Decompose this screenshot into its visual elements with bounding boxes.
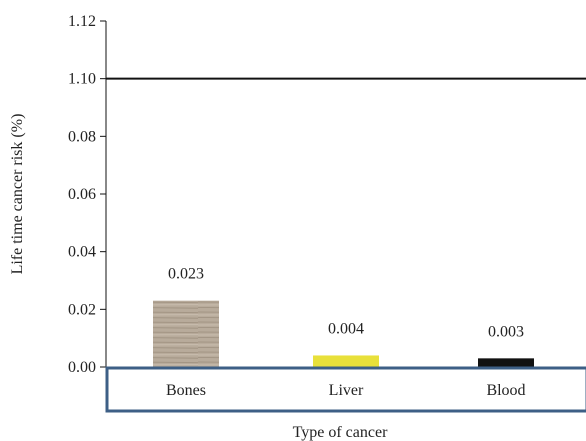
category-label-bones: Bones [166, 382, 206, 399]
y-tick-label: 1.12 [68, 13, 96, 30]
y-axis-title: Life time cancer risk (%) [9, 114, 26, 275]
y-tick-label: 0.00 [68, 359, 96, 376]
y-tick-label: 0.06 [68, 186, 96, 203]
bar-liver [313, 355, 379, 367]
data-labels: 0.023 0.004 0.003 [168, 266, 524, 341]
category-label-blood: Blood [486, 382, 525, 399]
category-axis-box [105, 366, 586, 413]
y-axis-ticks: 0.00 0.02 0.04 0.06 0.08 1.10 1.12 [68, 13, 106, 376]
data-label-bones: 0.023 [168, 266, 204, 283]
y-tick-label: 1.10 [68, 71, 96, 88]
bar-blood [478, 358, 534, 367]
y-tick-label: 0.04 [68, 244, 96, 261]
data-label-blood: 0.003 [488, 323, 524, 340]
bar-bones [153, 300, 219, 367]
data-label-liver: 0.004 [328, 320, 364, 337]
y-tick-label: 0.02 [68, 301, 96, 318]
y-tick-label: 0.08 [68, 128, 96, 145]
x-axis-title: Type of cancer [293, 424, 388, 441]
category-label-liver: Liver [329, 382, 364, 399]
bars [153, 300, 534, 367]
category-labels: Bones Liver Blood [166, 382, 526, 399]
